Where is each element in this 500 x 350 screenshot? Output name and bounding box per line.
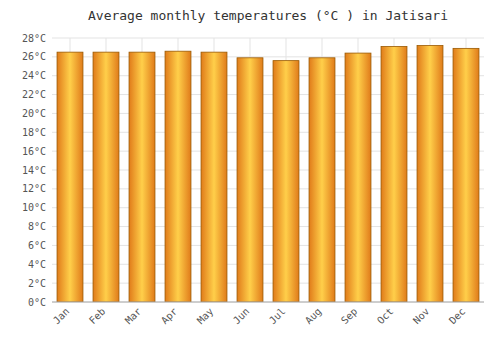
y-tick-label: 10°C — [22, 202, 46, 213]
y-tick-label: 28°C — [22, 33, 46, 44]
y-tick-label: 16°C — [22, 146, 46, 157]
x-tick-label: Jun — [231, 306, 252, 327]
y-tick-label: 26°C — [22, 51, 46, 62]
x-tick-label: Nov — [411, 306, 432, 327]
bar — [57, 52, 83, 302]
x-tick-label: Oct — [375, 306, 396, 327]
chart-container: Average monthly temperatures (°C ) in Ja… — [0, 0, 500, 350]
y-tick-label: 4°C — [28, 259, 46, 270]
x-tick-label: Sep — [339, 306, 360, 327]
y-tick-label: 2°C — [28, 278, 46, 289]
x-tick-label: Dec — [447, 306, 468, 327]
grid-line — [52, 38, 484, 39]
bar — [453, 48, 479, 302]
bar — [309, 58, 335, 302]
x-tick-label: Apr — [159, 306, 180, 327]
y-tick-label: 14°C — [22, 165, 46, 176]
bar — [237, 58, 263, 302]
bar — [345, 53, 371, 302]
x-tick-label: Jan — [51, 306, 72, 327]
bar — [165, 51, 191, 302]
y-tick-label: 6°C — [28, 240, 46, 251]
y-tick-label: 0°C — [28, 297, 46, 308]
y-tick-label: 8°C — [28, 221, 46, 232]
y-tick-label: 22°C — [22, 89, 46, 100]
bar — [417, 46, 443, 302]
bar — [129, 52, 155, 302]
x-tick-label: Aug — [303, 306, 324, 327]
bar — [273, 61, 299, 302]
grid-line — [52, 302, 484, 303]
chart: Average monthly temperatures (°C ) in Ja… — [0, 0, 500, 350]
bars — [57, 46, 479, 302]
bar — [381, 46, 407, 302]
bar — [201, 52, 227, 302]
y-tick-label: 12°C — [22, 183, 46, 194]
grid — [52, 38, 484, 302]
y-tick-label: 24°C — [22, 70, 46, 81]
x-tick-label: Feb — [87, 306, 108, 327]
y-tick-label: 20°C — [22, 108, 46, 119]
bar — [93, 52, 119, 302]
x-axis-line — [52, 302, 484, 303]
title: Average monthly temperatures (°C ) in Ja… — [88, 8, 448, 23]
x-tick-label: Jul — [267, 306, 288, 327]
x-tick-label: Mar — [123, 306, 144, 327]
y-tick-label: 18°C — [22, 127, 46, 138]
x-tick-label: May — [195, 306, 216, 327]
